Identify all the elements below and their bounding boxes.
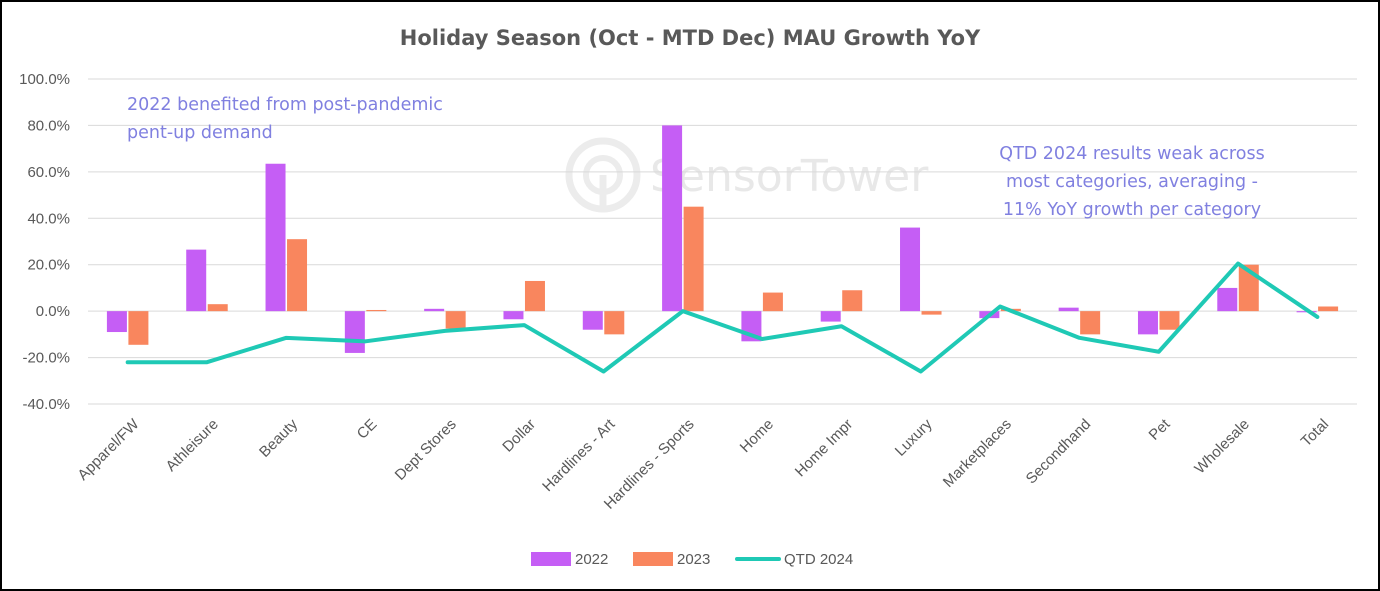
- y-tick-label: 40.0%: [27, 210, 70, 227]
- watermark-text: SensorTower: [650, 151, 929, 202]
- bar-2023: [1318, 306, 1339, 312]
- bar-2022: [186, 249, 207, 312]
- y-axis-ticks: 100.0% 80.0% 60.0% 40.0% 20.0% 0.0% -20.0% -40.…: [19, 71, 70, 413]
- bar-2023: [1159, 311, 1180, 330]
- bar-2022: [662, 125, 683, 312]
- bar-2022: [503, 311, 524, 320]
- x-tick-label: Home Impr: [792, 416, 856, 480]
- y-tick-label: 0.0%: [36, 303, 70, 320]
- y-tick-label: -20.0%: [22, 350, 70, 367]
- bar-2023: [287, 239, 308, 312]
- y-tick-label: 100.0%: [19, 71, 70, 88]
- chart-title: Holiday Season (Oct - MTD Dec) MAU Growt…: [400, 26, 981, 50]
- watermark: SensorTower: [565, 137, 929, 213]
- bar-2023: [604, 311, 625, 335]
- legend-swatch-2022: [531, 552, 571, 566]
- x-tick-label: Beauty: [256, 415, 301, 460]
- legend: 2022 2023 QTD 2024: [531, 551, 853, 568]
- bar-2022: [582, 311, 603, 330]
- x-tick-label: Athleisure: [163, 416, 222, 475]
- bar-2022: [1058, 307, 1079, 312]
- bar-2022: [265, 163, 286, 312]
- bar-2023: [842, 290, 863, 312]
- bar-2023: [366, 309, 387, 312]
- bar-2023: [128, 311, 149, 345]
- legend-label-2023: 2023: [677, 551, 710, 568]
- x-tick-label: Marketplaces: [940, 416, 1015, 491]
- x-tick-label: Wholesale: [1191, 416, 1253, 478]
- bar-2022: [1137, 311, 1158, 335]
- bar-2023: [445, 311, 466, 329]
- x-tick-label: Dept Stores: [392, 416, 460, 484]
- annotation-2022: 2022 benefited from post-pandemic pent-u…: [127, 95, 443, 143]
- x-tick-label: Total: [1298, 416, 1332, 450]
- y-tick-label: 60.0%: [27, 164, 70, 181]
- bar-2023: [1080, 311, 1101, 335]
- bar-2023: [762, 292, 783, 312]
- bar-2022: [900, 227, 921, 312]
- annotation-2022-line-1: 2022 benefited from post-pandemic: [127, 95, 443, 115]
- x-tick-label: Hardlines - Art: [539, 415, 619, 495]
- line-qtd-2024: [125, 261, 1320, 374]
- annotation-qtd-2024-line-3: 11% YoY growth per category: [1003, 200, 1261, 220]
- bar-2023: [683, 206, 704, 312]
- x-tick-label: Luxury: [892, 415, 936, 459]
- x-tick-label: Pet: [1146, 415, 1175, 444]
- bar-2022: [820, 311, 841, 322]
- x-axis-ticks: Apparel/FW Athleisure Beauty CE Dept Stores D…: [74, 415, 1332, 512]
- line-series: [125, 261, 1320, 374]
- x-tick-label: Secondhand: [1023, 416, 1095, 488]
- annotation-qtd-2024-line-2: most categories, averaging -: [1006, 172, 1258, 192]
- bar-2023: [921, 311, 942, 315]
- legend-swatch-2023: [633, 552, 673, 566]
- legend-label-2022: 2022: [575, 551, 608, 568]
- bar-2023: [207, 304, 228, 312]
- legend-label-qtd-2024: QTD 2024: [784, 551, 853, 568]
- annotation-qtd-2024-line-1: QTD 2024 results weak across: [999, 144, 1264, 164]
- x-tick-label: CE: [354, 416, 381, 443]
- bar-2023: [524, 280, 545, 312]
- x-tick-label: Home: [737, 416, 777, 456]
- y-tick-label: -40.0%: [22, 396, 70, 413]
- annotation-qtd-2024: QTD 2024 results weak across most catego…: [999, 144, 1264, 220]
- bar-2022: [344, 311, 365, 353]
- x-tick-label: Apparel/FW: [74, 415, 143, 484]
- annotation-2022-line-2: pent-up demand: [127, 123, 273, 143]
- y-tick-label: 80.0%: [27, 117, 70, 134]
- watermark-logo-icon: [565, 137, 641, 213]
- bar-2022: [1217, 287, 1238, 312]
- bar-2022: [106, 311, 127, 333]
- y-tick-label: 20.0%: [27, 257, 70, 274]
- bar-2022: [424, 308, 445, 312]
- x-tick-label: Dollar: [499, 416, 539, 456]
